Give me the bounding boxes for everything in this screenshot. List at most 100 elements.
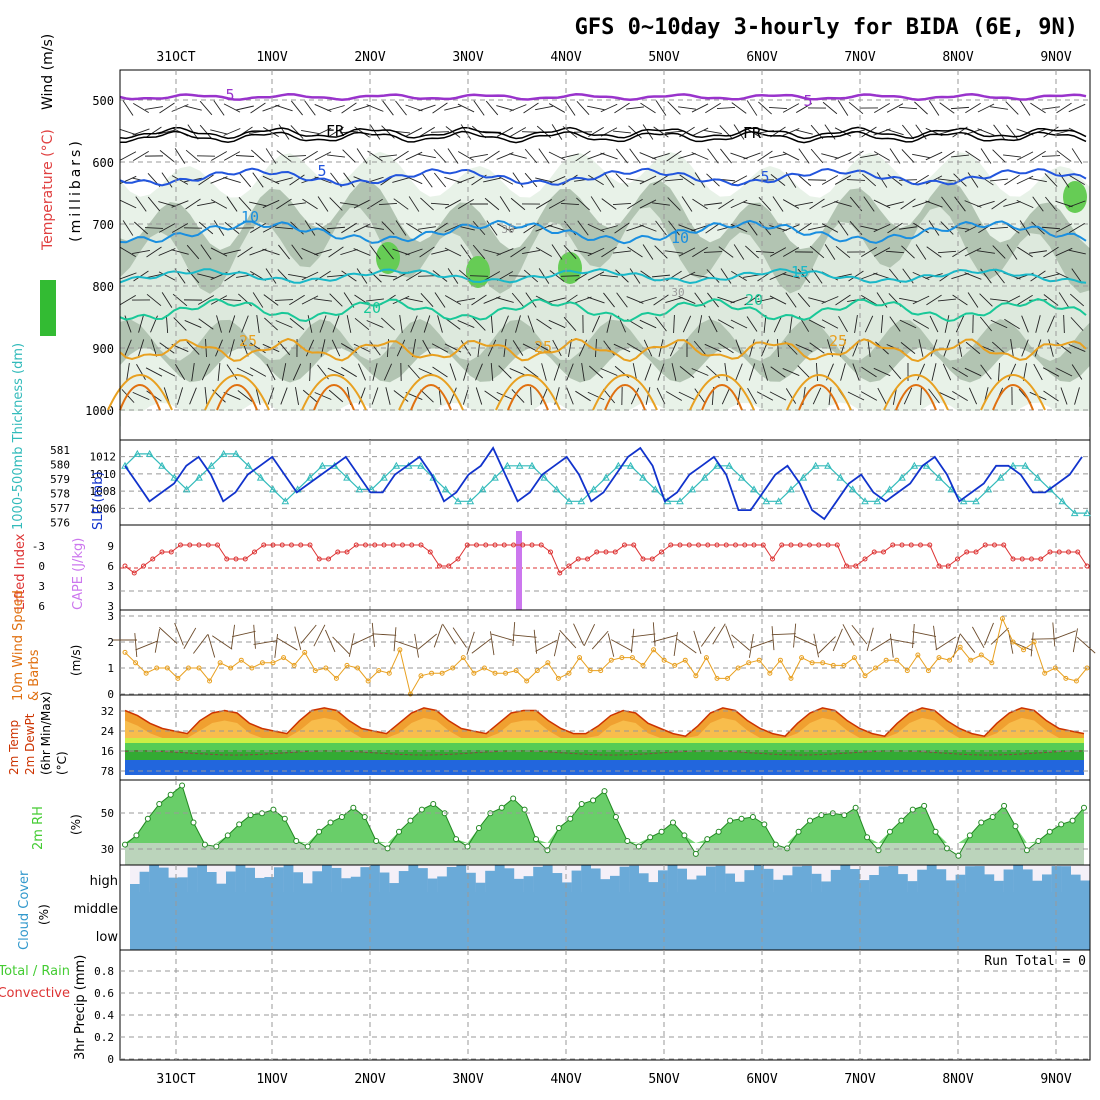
wind-barb (707, 148, 719, 164)
thickness-point (478, 485, 487, 493)
wind-barb (238, 197, 252, 211)
pressure-tick: 1000 (85, 404, 114, 418)
wind-barb (735, 363, 743, 381)
wind-barb (1070, 317, 1084, 331)
wind-barb (808, 319, 826, 329)
wind-barb (652, 202, 670, 206)
cloud-high-bar (370, 865, 380, 892)
wind-barb (457, 320, 475, 328)
wind-barb (1021, 315, 1029, 333)
wind-barb (332, 636, 350, 655)
cloud-high-bar (974, 866, 985, 892)
wind-barb (405, 127, 423, 137)
wind-speed-point (1010, 639, 1016, 645)
wind-barb (587, 296, 605, 304)
wind-tick: 0 (107, 688, 114, 701)
wind-barb (730, 199, 748, 209)
wind-speed-point (873, 665, 879, 671)
wind-barb (406, 222, 422, 234)
wind-barb (770, 366, 786, 378)
wind-barb (700, 626, 716, 647)
wind-barb (964, 272, 982, 280)
wind-barb (639, 199, 657, 209)
wind-barb (473, 100, 485, 116)
wind-barb (385, 387, 391, 405)
wind-barb (1068, 344, 1086, 352)
rh-point (601, 788, 608, 795)
wind-barb (676, 638, 697, 654)
wind-barb (840, 363, 846, 381)
thickness-point (626, 461, 635, 469)
rh-point (715, 828, 722, 835)
wind-barb (484, 197, 500, 211)
wind-barb (275, 177, 293, 183)
wind-barb (329, 293, 343, 307)
contour-label: 25 (239, 332, 257, 350)
precip-panel (119, 949, 1091, 1061)
wind-barb (926, 294, 942, 306)
wind-barb (977, 128, 995, 136)
wind-speed-point (703, 655, 709, 661)
thickness-point (417, 461, 425, 469)
wind-barb (720, 148, 732, 164)
wind-barb (600, 274, 618, 278)
wind-barb (1017, 294, 1033, 306)
wind-barb (873, 247, 891, 257)
wind-barb (433, 149, 447, 163)
wind-barb (587, 105, 605, 111)
wind-barb (1044, 173, 1058, 187)
wind-barb (498, 365, 512, 379)
wind-barb (433, 172, 447, 188)
wind-barb (420, 293, 434, 307)
wind-barb (978, 174, 994, 186)
wind-barb (913, 222, 929, 234)
temp-label-line: 2m DewPt (23, 713, 37, 775)
rh-point (624, 837, 631, 844)
wind-barb (371, 622, 375, 647)
temp-band (125, 743, 1084, 750)
wind-barb (899, 319, 917, 329)
lifted-index-point (446, 563, 452, 569)
wind-barb (915, 244, 927, 260)
thickness-point (306, 473, 314, 481)
wind-barb (600, 225, 618, 231)
wind-barb (848, 270, 864, 282)
wind-barb (797, 365, 811, 379)
thickness-point (552, 485, 561, 493)
li-tick: 3 (38, 580, 45, 593)
wind-barb (666, 150, 682, 162)
thickness-tick: 576 (50, 517, 70, 530)
cloud-high-bar (792, 866, 803, 892)
temperature-contour (119, 92, 1087, 102)
wind-barb (304, 100, 316, 116)
wind-barb (392, 177, 410, 183)
lifted-index-point (622, 542, 627, 548)
wind-speed-point (365, 678, 371, 684)
cloud-high-bar (466, 872, 476, 892)
wind-speed-point (524, 678, 530, 684)
wind-barb (938, 391, 956, 401)
wind-barb (301, 271, 319, 281)
wind-speed-point (344, 662, 350, 668)
rh-point (544, 847, 551, 854)
slp-tick: 1008 (90, 485, 117, 498)
wind-barb (979, 293, 993, 307)
wind-barb (198, 318, 214, 330)
thickness-point (984, 485, 993, 493)
wind-speed-point (894, 657, 900, 663)
wind-barb (509, 104, 527, 112)
wind-barb (669, 339, 679, 357)
wind-barb (287, 155, 307, 157)
wind-barb (432, 102, 448, 114)
wind-barb (256, 315, 260, 333)
wind-barb (309, 362, 311, 382)
wind-barb (138, 315, 144, 333)
wind-barb (746, 220, 758, 236)
wind-barb (771, 633, 796, 636)
thickness-point (1058, 497, 1067, 505)
wind-barb (512, 622, 516, 647)
wind-barb (980, 268, 992, 284)
wind-speed-point (809, 660, 815, 666)
wind-speed-point (291, 662, 297, 668)
wind-barb (678, 391, 696, 401)
